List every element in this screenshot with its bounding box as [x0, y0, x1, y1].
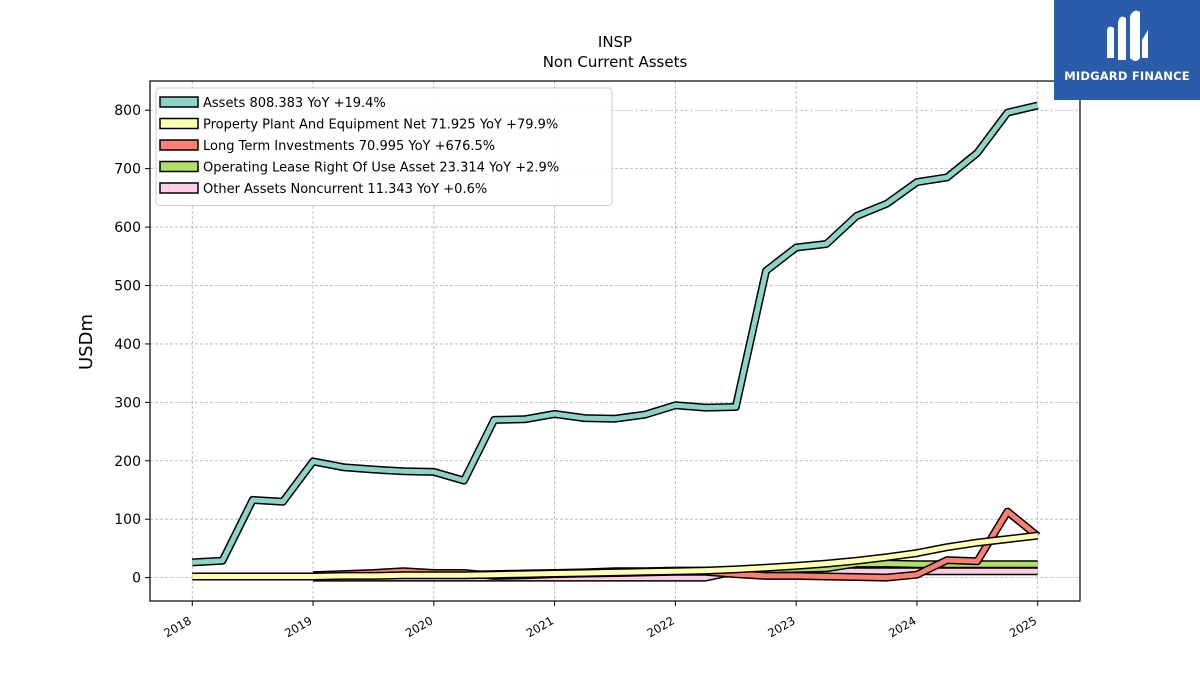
x-tick-label: 2022	[645, 613, 677, 640]
y-tick-label: 0	[132, 571, 141, 587]
y-tick-label: 600	[114, 220, 141, 236]
legend-box	[155, 87, 613, 206]
y-tick-label: 100	[114, 512, 141, 528]
y-tick-label: 300	[114, 395, 141, 411]
legend-swatch	[159, 96, 199, 108]
series-line-assets	[192, 103, 1039, 565]
plot-frame	[149, 80, 1081, 602]
legend-swatch	[159, 117, 199, 130]
brand-name: MIDGARD FINANCE	[1064, 69, 1190, 83]
legend-entry: Property Plant And Equipment Net 71.925 …	[203, 118, 558, 133]
x-tick-label: 2025	[1007, 613, 1039, 640]
x-tick-label: 2018	[161, 613, 193, 640]
chart-title: INSP	[598, 33, 632, 51]
legend-entry: Other Assets Noncurrent 11.343 YoY +0.6%	[203, 182, 487, 197]
x-tick-label: 2020	[403, 613, 435, 640]
midgard-logo-icon	[1107, 10, 1148, 62]
legend-entry: Assets 808.383 YoY +19.4%	[203, 96, 386, 111]
x-tick-label: 2019	[282, 613, 314, 640]
y-tick-label: 800	[114, 103, 141, 119]
y-tick-label: 200	[114, 454, 141, 470]
legend: Assets 808.383 YoY +19.4% Property Plant …	[155, 87, 613, 206]
y-tick-label: 500	[114, 278, 141, 294]
chart-subtitle: Non Current Assets	[543, 53, 688, 71]
legend-swatch	[159, 182, 199, 194]
x-tick-label: 2024	[886, 613, 918, 640]
legend-entry: Long Term Investments 70.995 YoY +676.5%	[203, 139, 495, 154]
brand-logo: MIDGARD FINANCE	[1054, 0, 1200, 100]
y-tick-label: 700	[114, 162, 141, 178]
x-tick-label: 2021	[524, 613, 556, 640]
y-axis-label: USDm	[76, 314, 97, 370]
series-lines	[192, 101, 1041, 582]
legend-swatch	[159, 139, 199, 151]
legend-entry: Operating Lease Right Of Use Asset 23.31…	[203, 161, 559, 176]
x-tick-label: 2023	[765, 613, 797, 640]
series-line-property-plant-and-equipment-net	[192, 533, 1038, 579]
legend-swatch	[159, 160, 199, 173]
y-tick-label: 400	[114, 337, 141, 353]
